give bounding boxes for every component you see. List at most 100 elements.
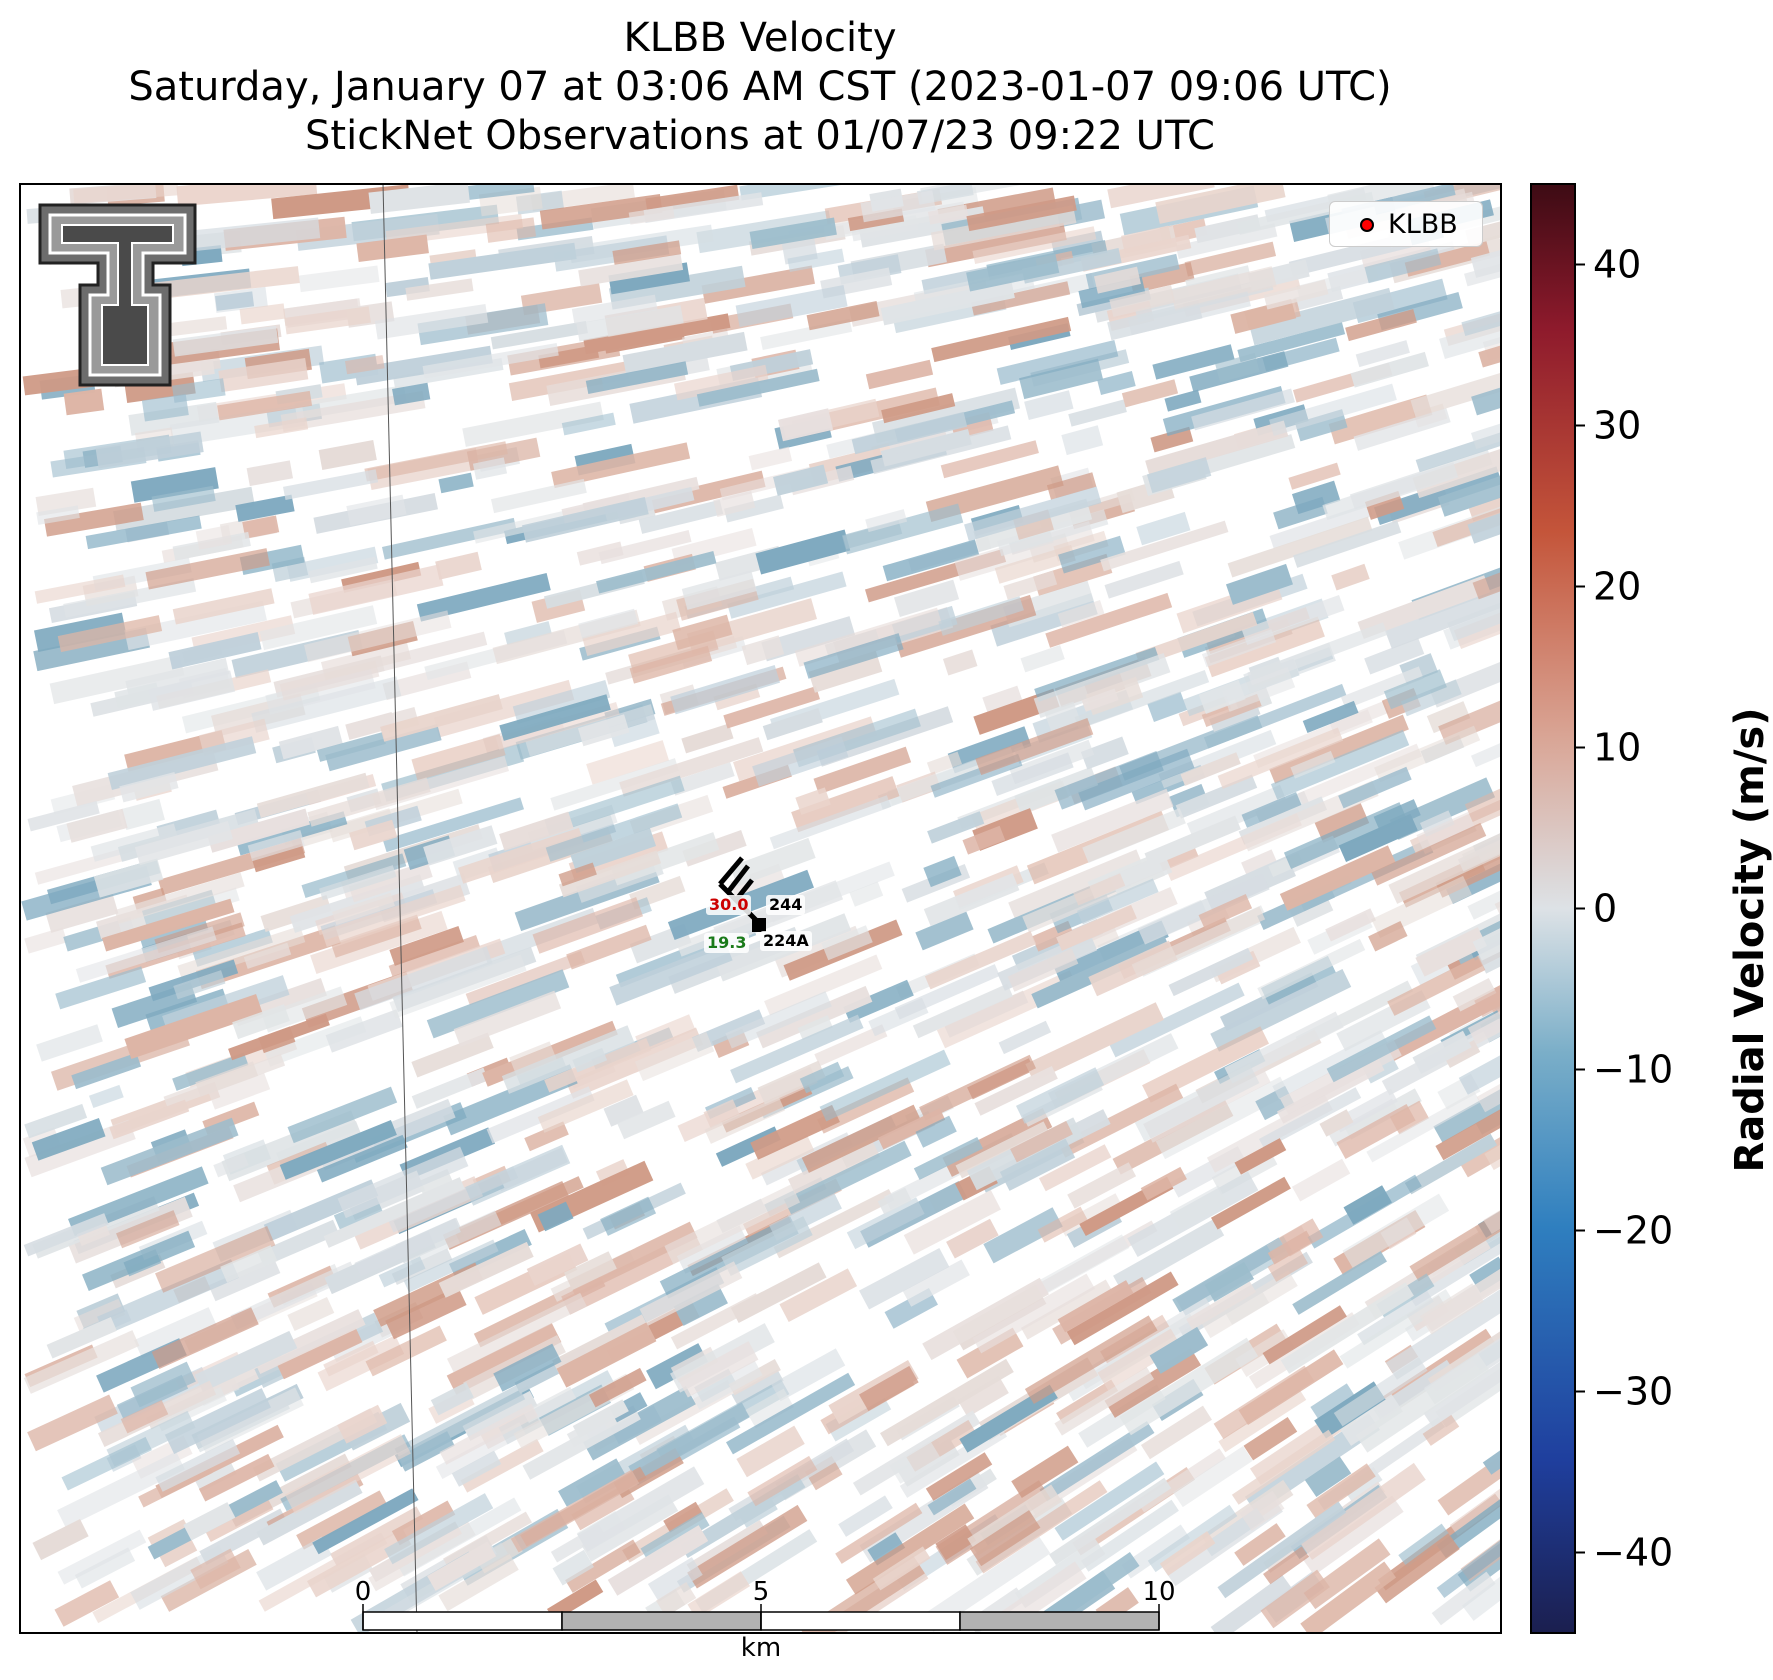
radar-gate <box>957 1375 1009 1418</box>
radar-gate <box>1080 736 1129 770</box>
radar-gate <box>723 494 784 523</box>
radar-gate <box>325 723 442 772</box>
radar-gate <box>1272 1029 1388 1100</box>
radar-gate <box>1109 853 1173 896</box>
radar-gate <box>1134 1063 1260 1142</box>
radar-gate <box>547 1579 604 1622</box>
radar-gate <box>730 1262 827 1323</box>
radar-gate <box>1097 1328 1182 1391</box>
radar-gate <box>764 954 883 1016</box>
radar-gate <box>1307 1174 1422 1249</box>
radar-gate <box>608 713 660 748</box>
radar-gate <box>524 1121 569 1152</box>
radar-gate <box>1159 1531 1216 1576</box>
radar-gate <box>1081 688 1119 712</box>
radar-gate <box>1033 652 1171 718</box>
radar-gate <box>1234 1523 1286 1566</box>
radar-gate <box>35 487 97 516</box>
radar-gate <box>1298 743 1423 806</box>
radar-gate <box>915 911 974 951</box>
radar-gate <box>1364 490 1405 520</box>
radar-gate <box>1476 1080 1501 1113</box>
radar-gate <box>1303 1538 1391 1610</box>
radar-gate <box>194 1330 298 1393</box>
radar-gate <box>1051 788 1174 853</box>
radar-gate <box>761 616 856 662</box>
radar-gate <box>550 758 679 811</box>
radar-gate <box>1269 503 1373 549</box>
radar-gate <box>120 1400 169 1434</box>
radar-gate <box>57 1451 185 1528</box>
radar-gate <box>859 1247 950 1310</box>
radar-gate <box>1385 1283 1501 1380</box>
radar-gate <box>243 942 292 969</box>
radar-gate <box>687 1571 751 1620</box>
radar-gate <box>1056 904 1137 951</box>
radar-gate <box>228 1013 330 1061</box>
radar-gate <box>508 361 630 402</box>
radar-gate <box>1184 241 1277 277</box>
radar-gate <box>1147 1504 1238 1573</box>
radar-gate <box>1074 669 1210 730</box>
radar-gate <box>558 862 597 887</box>
radar-gate <box>261 986 348 1033</box>
radar-gate <box>1097 371 1136 395</box>
radar-gate <box>994 544 1076 584</box>
radar-gate <box>1109 285 1176 318</box>
radar-gate <box>964 486 1102 542</box>
radar-gate <box>645 184 740 214</box>
radar-gate <box>925 1452 993 1501</box>
radar-gate <box>509 1041 558 1077</box>
radar-gate <box>1290 750 1336 779</box>
radar-gate <box>74 1547 136 1589</box>
radar-gate <box>1237 322 1346 363</box>
radar-gate <box>1024 1315 1158 1405</box>
radar-gate <box>283 469 379 500</box>
radar-gate <box>1300 1462 1426 1560</box>
radar-gate <box>1415 927 1487 977</box>
radar-gate <box>752 736 849 787</box>
radar-gate <box>493 1343 562 1392</box>
radar-gate <box>750 1104 840 1160</box>
radar-gate <box>290 808 393 850</box>
radar-gate <box>1150 426 1194 453</box>
radar-gate <box>672 614 733 650</box>
radar-gate <box>872 1546 931 1591</box>
wind-barb-flag <box>718 856 744 886</box>
radar-gate <box>490 320 588 350</box>
radar-gate <box>435 1422 526 1479</box>
radar-gate <box>1449 1473 1501 1536</box>
radar-gate <box>1082 807 1186 863</box>
radar-gate <box>1447 579 1501 642</box>
radar-gate <box>779 1268 858 1322</box>
radar-gate <box>1201 629 1277 668</box>
radar-gate <box>1357 575 1491 639</box>
chart-subtitle-observations: StickNet Observations at 01/07/23 09:22 … <box>305 113 1215 159</box>
radar-gate <box>190 1548 241 1590</box>
radar-gate <box>1353 407 1451 451</box>
radar-gate <box>1011 1445 1079 1499</box>
radar-gate <box>1389 1100 1430 1135</box>
radar-gate <box>397 1431 455 1472</box>
radar-gate <box>1049 1477 1172 1565</box>
radar-gate <box>75 926 217 983</box>
radar-gate <box>586 740 670 785</box>
scale-bar <box>362 1604 1160 1631</box>
radar-gate <box>972 226 1097 265</box>
radar-gate <box>1180 752 1241 786</box>
radar-gate <box>676 1225 749 1274</box>
radar-gate <box>913 1136 983 1180</box>
radar-gate <box>773 464 829 496</box>
radar-gate <box>208 1257 281 1302</box>
radar-gate <box>306 1528 412 1598</box>
radar-gate <box>747 1455 818 1507</box>
radar-gate <box>24 1103 88 1139</box>
radar-gate <box>119 772 179 803</box>
radar-gate <box>803 633 904 679</box>
radar-gate <box>443 1064 578 1136</box>
radar-gate <box>1152 344 1235 380</box>
radar-gate <box>571 1483 635 1531</box>
radar-gate <box>1263 279 1329 310</box>
radar-gate <box>971 281 1071 316</box>
radar-gate <box>465 1144 571 1206</box>
